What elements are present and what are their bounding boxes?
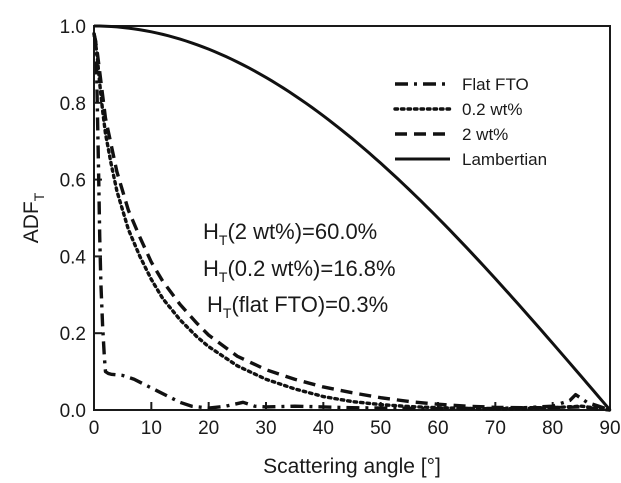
series-line-0-2-wt- bbox=[92, 31, 612, 412]
x-tick-label: 50 bbox=[370, 418, 391, 439]
legend: Flat FTO 0.2 wt% 2 wt% Lambertian bbox=[393, 75, 547, 169]
x-axis-title: Scattering angle [°] bbox=[263, 455, 441, 478]
x-tick-label: 10 bbox=[141, 418, 162, 439]
x-tick-label: 90 bbox=[599, 418, 620, 439]
annotation-haze: HT(0.2 wt%)=16.8% bbox=[203, 256, 396, 285]
annotation-rest: (flat FTO)=0.3% bbox=[231, 292, 388, 317]
annotation-sub: T bbox=[219, 269, 228, 285]
y-tick-label: 1.0 bbox=[60, 17, 86, 38]
plot-frame bbox=[93, 25, 611, 411]
x-tick-label: 40 bbox=[313, 418, 334, 439]
y-axis-title-sub: T bbox=[31, 192, 47, 201]
y-tick-label: 0.6 bbox=[60, 171, 86, 192]
annotation-rest: (2 wt%)=60.0% bbox=[227, 219, 377, 244]
x-tick-label: 80 bbox=[542, 418, 563, 439]
annotation-main: H bbox=[203, 256, 219, 281]
x-tick-label: 20 bbox=[198, 418, 219, 439]
x-tick-label: 70 bbox=[485, 418, 506, 439]
y-tick-label: 0.4 bbox=[60, 247, 87, 268]
x-tick-label: 30 bbox=[255, 418, 276, 439]
annotation-rest: (0.2 wt%)=16.8% bbox=[227, 256, 395, 281]
annotations: HT(2 wt%)=60.0%HT(0.2 wt%)=16.8%HT(flat … bbox=[203, 219, 396, 321]
series-line-2-wt- bbox=[92, 33, 611, 412]
plot-area: 0 10 20 30 40 50 60 70 80 90 0.0 0.2 0.4 0.6 0.8 1.0 bbox=[60, 17, 621, 439]
legend-label: 2 wt% bbox=[462, 125, 508, 144]
legend-label: Flat FTO bbox=[462, 75, 529, 94]
y-tick-label: 0.2 bbox=[60, 324, 86, 345]
y-tick-label: 0.8 bbox=[60, 94, 86, 115]
legend-label: Lambertian bbox=[462, 150, 547, 169]
x-axis-ticks: 0 10 20 30 40 50 60 70 80 90 bbox=[89, 402, 621, 439]
annotation-haze: HT(flat FTO)=0.3% bbox=[207, 292, 388, 321]
annotation-main: H bbox=[207, 292, 223, 317]
y-axis-title: ADFT bbox=[20, 192, 47, 243]
y-axis-title-main: ADF bbox=[20, 201, 43, 243]
x-tick-label: 60 bbox=[427, 418, 448, 439]
x-tick-label: 0 bbox=[89, 418, 100, 439]
annotation-main: H bbox=[203, 219, 219, 244]
y-axis-ticks: 0.0 0.2 0.4 0.6 0.8 1.0 bbox=[60, 17, 102, 422]
annotation-sub: T bbox=[223, 305, 232, 321]
series-line-lambertian bbox=[93, 24, 612, 411]
series-lines bbox=[92, 24, 612, 412]
annotation-haze: HT(2 wt%)=60.0% bbox=[203, 219, 377, 248]
legend-label: 0.2 wt% bbox=[462, 100, 522, 119]
annotation-sub: T bbox=[219, 232, 228, 248]
y-tick-label: 0.0 bbox=[60, 401, 86, 422]
